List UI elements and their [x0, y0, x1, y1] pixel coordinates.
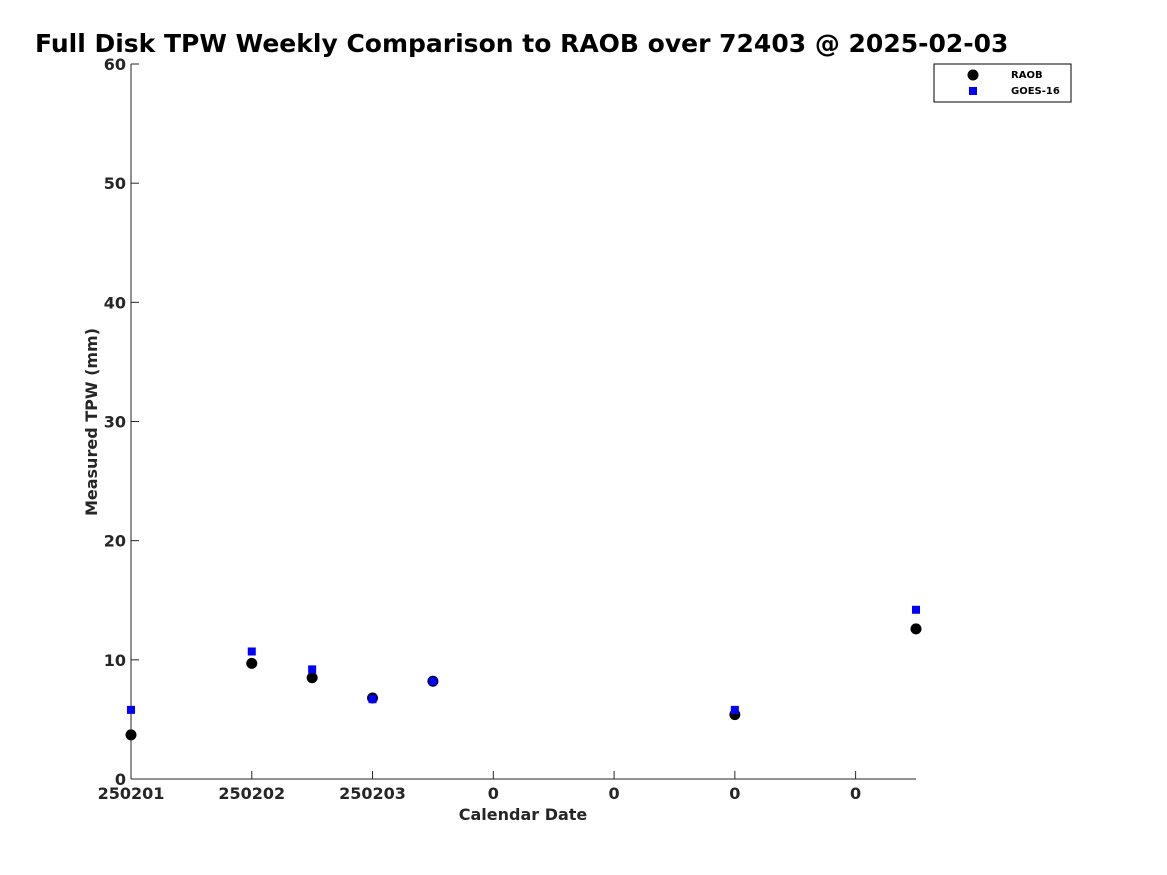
legend-raob-marker: [967, 69, 979, 81]
legend: RAOB GOES-16: [933, 63, 1072, 103]
x-tick-label: 0: [850, 784, 861, 803]
goes-16-point: [428, 677, 437, 686]
data-marks: [125, 605, 922, 741]
x-tick-label: 0: [488, 784, 499, 803]
goes-16-point: [247, 647, 256, 656]
y-tick-label: 60: [104, 55, 126, 74]
y-tick-label: 20: [104, 532, 126, 551]
x-axis-label: Calendar Date: [459, 805, 588, 824]
x-tick-label: 250201: [98, 784, 165, 803]
y-tick-label: 10: [104, 651, 126, 670]
legend-box: [933, 63, 1072, 103]
x-tick-label: 0: [729, 784, 740, 803]
raob-point: [246, 657, 258, 669]
goes-16-point: [912, 605, 920, 614]
axes: [130, 63, 916, 780]
x-tick-label: 250203: [339, 784, 406, 803]
y-axis-label: Measured TPW (mm): [82, 328, 101, 516]
y-tick-label: 50: [104, 174, 126, 193]
legend-raob-label: RAOB: [1011, 70, 1043, 81]
goes-16-point: [368, 695, 377, 704]
chart-title: Full Disk TPW Weekly Comparison to RAOB …: [35, 29, 1008, 58]
y-tick-label: 40: [104, 293, 126, 312]
raob-point: [910, 623, 922, 635]
legend-goes-marker: [969, 87, 977, 95]
y-tick-label: 0: [115, 770, 126, 789]
x-tick-label: 0: [609, 784, 620, 803]
goes-16-point: [730, 705, 739, 714]
goes-16-point: [308, 665, 317, 674]
y-tick-label: 30: [104, 413, 126, 432]
raob-point: [306, 672, 318, 684]
raob-point: [125, 729, 137, 741]
legend-goes-label: GOES-16: [1011, 86, 1060, 97]
tick-labels: 0 10 20 30 40 50 60 250201 250202 250203 0 0 0 0: [98, 55, 862, 803]
goes-16-point: [127, 705, 135, 714]
x-tick-label: 250202: [218, 784, 285, 803]
